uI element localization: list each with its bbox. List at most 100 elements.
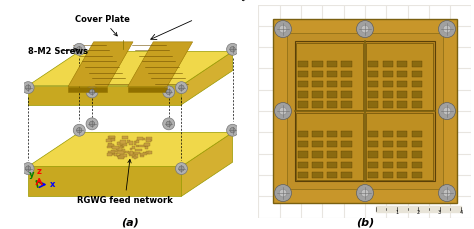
Circle shape bbox=[361, 189, 369, 197]
Bar bbox=[411, 161, 422, 168]
Bar bbox=[397, 81, 407, 87]
Bar bbox=[109, 143, 112, 146]
Bar bbox=[368, 71, 378, 77]
Bar bbox=[327, 61, 337, 67]
Circle shape bbox=[86, 118, 98, 130]
Bar bbox=[397, 151, 407, 158]
Bar bbox=[134, 152, 140, 154]
Bar bbox=[341, 81, 352, 87]
Bar bbox=[133, 154, 137, 156]
Bar bbox=[115, 153, 117, 156]
Circle shape bbox=[230, 47, 235, 52]
Circle shape bbox=[356, 21, 374, 38]
Bar bbox=[295, 41, 435, 181]
Bar bbox=[107, 146, 111, 148]
Circle shape bbox=[230, 128, 235, 133]
Bar bbox=[312, 172, 323, 178]
Circle shape bbox=[22, 163, 34, 174]
Text: 4: 4 bbox=[459, 210, 462, 215]
Polygon shape bbox=[28, 132, 233, 166]
Bar bbox=[312, 81, 323, 87]
Bar bbox=[341, 161, 352, 168]
Bar bbox=[132, 146, 135, 149]
Bar bbox=[140, 155, 144, 157]
Bar bbox=[312, 91, 323, 98]
Bar bbox=[411, 91, 422, 98]
Bar bbox=[411, 101, 422, 108]
Bar bbox=[341, 141, 352, 147]
Circle shape bbox=[166, 89, 172, 95]
Polygon shape bbox=[128, 87, 167, 92]
Bar bbox=[411, 71, 422, 77]
Circle shape bbox=[227, 43, 238, 55]
Circle shape bbox=[89, 89, 95, 95]
Circle shape bbox=[438, 21, 456, 38]
Circle shape bbox=[438, 103, 456, 120]
Circle shape bbox=[279, 25, 287, 33]
Circle shape bbox=[274, 185, 292, 202]
Bar bbox=[122, 143, 128, 146]
Bar bbox=[341, 172, 352, 178]
Bar bbox=[411, 172, 422, 178]
Bar bbox=[298, 101, 308, 108]
Bar bbox=[112, 153, 114, 155]
Circle shape bbox=[279, 189, 287, 197]
Bar bbox=[119, 150, 125, 153]
Text: Cover Plate: Cover Plate bbox=[75, 15, 130, 36]
Circle shape bbox=[163, 86, 174, 98]
Bar bbox=[111, 146, 119, 149]
Bar bbox=[146, 137, 152, 141]
Bar bbox=[411, 61, 422, 67]
Bar bbox=[120, 146, 124, 148]
Bar bbox=[127, 140, 130, 143]
Bar bbox=[397, 161, 407, 168]
Polygon shape bbox=[28, 52, 233, 85]
Bar bbox=[327, 141, 337, 147]
Bar bbox=[128, 152, 134, 154]
Text: y: y bbox=[29, 170, 34, 179]
Bar bbox=[146, 146, 148, 150]
Circle shape bbox=[227, 124, 238, 136]
Bar bbox=[113, 146, 115, 149]
Bar bbox=[118, 156, 124, 158]
Bar bbox=[146, 151, 150, 154]
Bar bbox=[312, 71, 323, 77]
Polygon shape bbox=[28, 166, 182, 196]
Bar bbox=[341, 101, 352, 108]
Text: 2: 2 bbox=[417, 210, 420, 215]
Bar bbox=[397, 71, 407, 77]
Bar bbox=[120, 140, 126, 144]
Bar bbox=[140, 153, 147, 155]
Circle shape bbox=[279, 107, 287, 115]
Bar bbox=[296, 113, 363, 180]
Text: x: x bbox=[50, 180, 55, 189]
Circle shape bbox=[73, 124, 85, 136]
Bar bbox=[327, 81, 337, 87]
Bar bbox=[368, 131, 378, 137]
Bar bbox=[119, 145, 122, 148]
Bar bbox=[108, 144, 114, 146]
Bar bbox=[312, 131, 323, 137]
Bar bbox=[273, 19, 456, 203]
Bar bbox=[397, 101, 407, 108]
Text: RGWG feed network: RGWG feed network bbox=[77, 159, 173, 205]
Bar bbox=[117, 142, 123, 145]
Bar bbox=[327, 151, 337, 158]
Bar bbox=[136, 140, 139, 143]
Bar bbox=[341, 61, 352, 67]
Bar bbox=[397, 141, 407, 147]
Bar bbox=[134, 141, 136, 145]
Circle shape bbox=[89, 121, 95, 127]
Bar bbox=[368, 151, 378, 158]
Bar bbox=[144, 144, 148, 146]
Bar bbox=[135, 154, 138, 158]
Polygon shape bbox=[68, 87, 108, 92]
Bar bbox=[312, 151, 323, 158]
Bar bbox=[298, 172, 308, 178]
Bar bbox=[109, 136, 115, 138]
Bar bbox=[383, 151, 393, 158]
Circle shape bbox=[26, 85, 31, 90]
Circle shape bbox=[438, 185, 456, 202]
Bar bbox=[298, 71, 308, 77]
Circle shape bbox=[443, 25, 451, 33]
